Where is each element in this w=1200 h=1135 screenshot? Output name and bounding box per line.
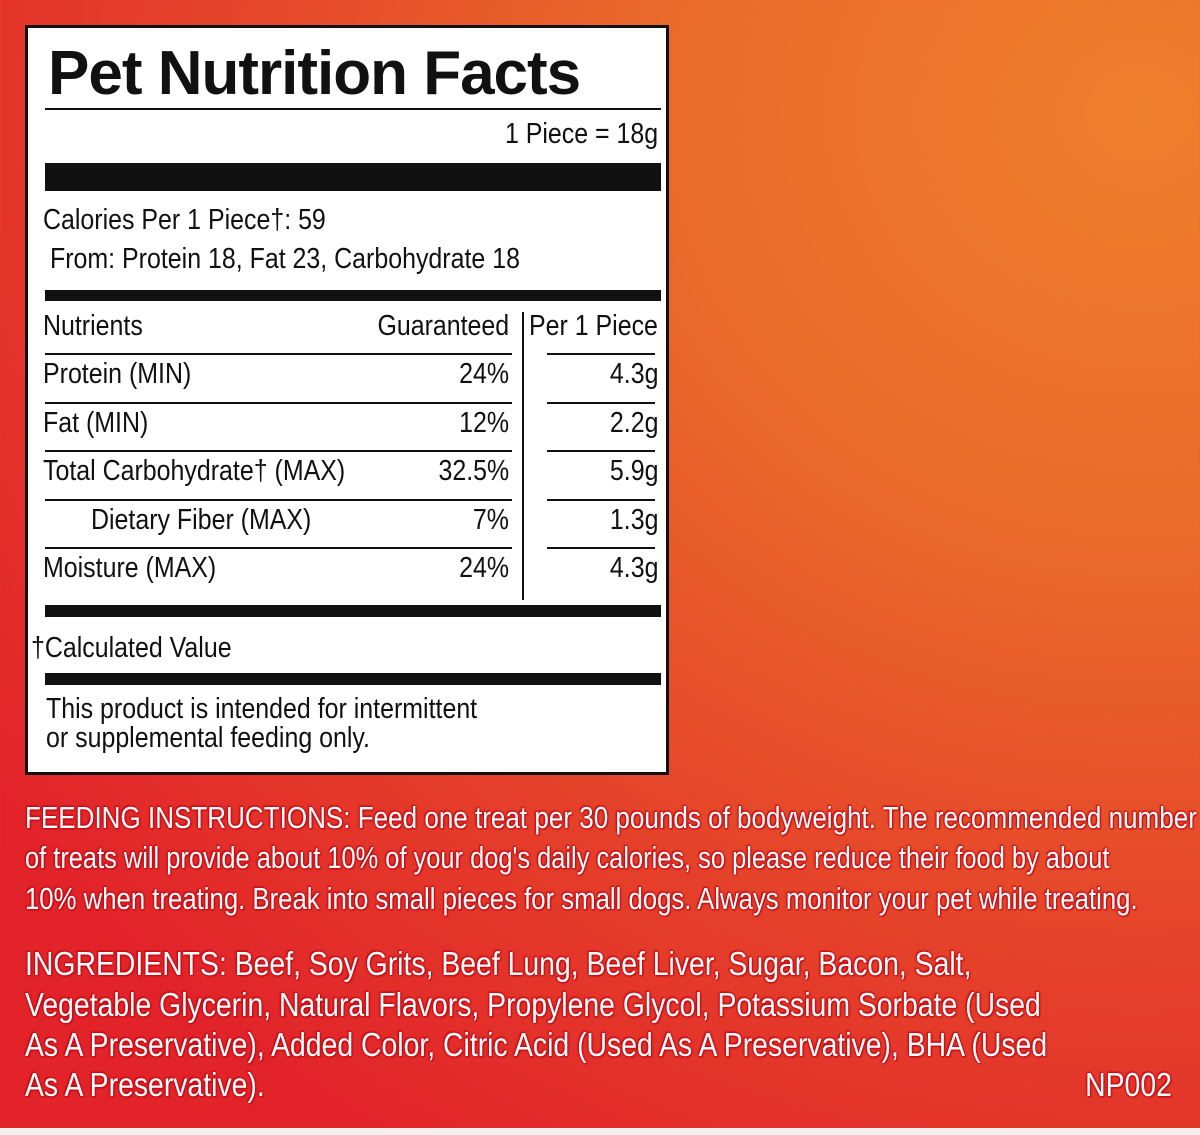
row-divider <box>547 547 655 549</box>
nutrient-name: Dietary Fiber (MAX) <box>91 503 312 536</box>
per-piece-value: 1.3g <box>609 503 658 536</box>
table-row: Dietary Fiber (MAX) <box>91 504 347 537</box>
ingredients-line: As A Preservative), Added Color, Citric … <box>25 1026 1048 1063</box>
per-piece-value: 2.2g <box>609 406 658 439</box>
disclaimer-line: This product is intended for intermitten… <box>46 693 478 725</box>
feeding-instructions-line: of treats will provide about 10% of your… <box>25 840 1110 875</box>
guaranteed-value: 7% <box>472 503 509 536</box>
guaranteed-value: 24% <box>459 358 509 390</box>
nutrient-name: Moisture (MAX) <box>43 552 217 584</box>
table-row: Moisture (MAX) <box>43 552 244 585</box>
panel-title: Pet Nutrition Facts <box>48 39 581 108</box>
guaranteed-value: 32.5% <box>438 455 509 487</box>
serving-size: 1 Piece = 18g <box>504 118 658 150</box>
row-divider <box>45 401 512 404</box>
guaranteed-value: 12% <box>459 406 509 439</box>
row-divider <box>547 498 655 501</box>
row-divider <box>45 450 512 452</box>
guaranteed-value: 24% <box>459 552 509 584</box>
feeding-instructions-line: FEEDING INSTRUCTIONS: Feed one treat per… <box>25 800 1197 835</box>
divider <box>45 108 661 110</box>
row-divider <box>45 547 512 549</box>
nutrient-name: Total Carbohydrate† (MAX) <box>43 455 346 487</box>
product-code: NP002 <box>1085 1066 1172 1103</box>
calories-from: From: Protein 18, Fat 23, Carbohydrate 1… <box>50 243 520 275</box>
ingredients-line: INGREDIENTS: Beef, Soy Grits, Beef Lung,… <box>25 945 972 982</box>
per-piece-value: 5.9g <box>609 455 658 487</box>
row-divider <box>45 353 512 355</box>
feeding-instructions-line: 10% when treating. Break into small piec… <box>25 881 1138 916</box>
calories: Calories Per 1 Piece†: 59 <box>43 204 326 236</box>
row-divider <box>547 353 655 355</box>
nutrient-name: Protein (MIN) <box>43 358 192 390</box>
table-row: Fat (MIN) <box>43 407 165 440</box>
row-divider <box>547 450 655 452</box>
row-divider <box>45 498 512 501</box>
header-guaranteed: Guaranteed <box>377 310 509 342</box>
ingredients-line: Vegetable Glycerin, Natural Flavors, Pro… <box>25 986 1041 1023</box>
column-divider <box>522 312 524 600</box>
disclaimer-line: or supplemental feeding only. <box>46 722 370 754</box>
bottom-edge <box>0 1128 1200 1135</box>
thick-divider <box>45 290 661 301</box>
nutrient-name: Fat (MIN) <box>43 406 149 439</box>
thick-divider <box>45 163 661 191</box>
header-nutrients: Nutrients <box>43 310 143 342</box>
table-row: Total Carbohydrate† (MAX) <box>43 455 394 488</box>
ingredients-line: As A Preservative). <box>25 1066 265 1103</box>
footnote: †Calculated Value <box>31 632 232 664</box>
per-piece-value: 4.3g <box>609 358 658 390</box>
table-row: Protein (MIN) <box>43 358 215 391</box>
thick-divider <box>45 605 661 617</box>
header-per-piece: Per 1 Piece <box>529 310 658 342</box>
thick-divider <box>45 673 661 685</box>
nutrition-facts-panel: Pet Nutrition Facts 1 Piece = 18g Calori… <box>25 25 669 775</box>
row-divider <box>547 401 655 404</box>
per-piece-value: 4.3g <box>609 552 658 584</box>
